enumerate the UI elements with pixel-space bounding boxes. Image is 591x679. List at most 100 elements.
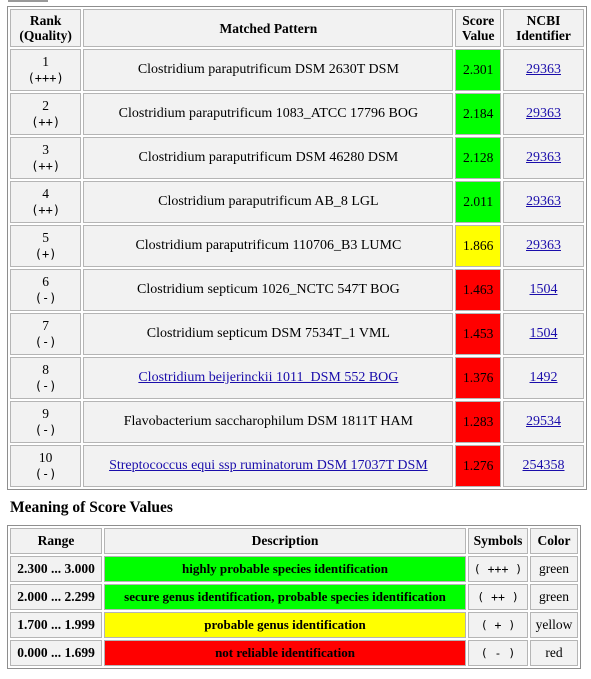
legend-color: red (530, 640, 578, 666)
ncbi-cell: 29534 (503, 401, 584, 443)
pattern-text: Clostridium paraputrificum 110706_B3 LUM… (135, 238, 402, 253)
ncbi-cell: 29363 (503, 93, 584, 135)
ncbi-cell: 29363 (503, 137, 584, 179)
legend-range-header: Range (10, 528, 102, 554)
rank-quality: (++) (31, 159, 61, 173)
pattern-cell: Clostridium paraputrificum DSM 2630T DSM (83, 49, 454, 91)
score-cell: 1.463 (455, 269, 501, 311)
rank-cell: 10 (-) (10, 445, 82, 487)
rank-header: Rank (Quality) (10, 9, 82, 47)
ncbi-cell: 1492 (503, 357, 584, 399)
pattern-text: Clostridium septicum DSM 7534T_1 VML (146, 326, 390, 341)
pattern-cell: Clostridium septicum DSM 7534T_1 VML (83, 313, 454, 355)
rank-quality: (-) (34, 291, 57, 305)
result-row: 1 (+++) Clostridium paraputrificum DSM 263… (10, 49, 584, 91)
legend-range: 2.300 ... 3.000 (10, 556, 102, 582)
pattern-text: Clostridium paraputrificum AB_8 LGL (158, 194, 379, 209)
score-cell: 1.866 (455, 225, 501, 267)
ncbi-cell: 29363 (503, 225, 584, 267)
pattern-cell: Clostridium paraputrificum 1083_ATCC 177… (83, 93, 454, 135)
score-cell: 1.283 (455, 401, 501, 443)
rank-quality: (+++) (27, 71, 64, 85)
rank-number: 2 (42, 98, 50, 113)
rank-cell: 6 (-) (10, 269, 82, 311)
rank-number: 4 (42, 186, 50, 201)
rank-number: 6 (42, 274, 50, 289)
rank-cell: 2 (++) (10, 93, 82, 135)
legend-color: yellow (530, 612, 578, 638)
ncbi-link[interactable]: 1504 (529, 282, 558, 297)
ncbi-header: NCBI Identifier (503, 9, 584, 47)
ncbi-link[interactable]: 29534 (526, 414, 561, 429)
rank-quality: (-) (34, 379, 57, 393)
rank-quality: (-) (34, 467, 57, 481)
result-row: 8 (-) Clostridium beijerinckii 1011_DSM 55… (10, 357, 584, 399)
rank-number: 8 (42, 362, 50, 377)
rank-header-line2: (Quality) (19, 28, 72, 43)
pattern-cell: Clostridium septicum 1026_NCTC 547T BOG (83, 269, 454, 311)
pattern-text: Clostridium septicum 1026_NCTC 547T BOG (137, 282, 400, 297)
legend-description: probable genus identification (104, 612, 466, 638)
results-table: Rank (Quality) Matched Pattern Score Val… (7, 6, 587, 490)
ncbi-link[interactable]: 29363 (526, 238, 561, 253)
pattern-text: Flavobacterium saccharophilum DSM 1811T … (123, 414, 414, 429)
pattern-text: Clostridium paraputrificum DSM 46280 DSM (138, 150, 399, 165)
legend-range: 1.700 ... 1.999 (10, 612, 102, 638)
ncbi-link[interactable]: 29363 (526, 194, 561, 209)
rank-number: 9 (42, 406, 50, 421)
pattern-cell: Streptococcus equi ssp ruminatorum DSM 1… (83, 445, 454, 487)
score-header-line2: Value (461, 28, 495, 43)
ncbi-cell: 1504 (503, 269, 584, 311)
rank-cell: 9 (-) (10, 401, 82, 443)
pattern-link[interactable]: Clostridium beijerinckii 1011_DSM 552 BO… (138, 370, 399, 385)
legend-symbols-header: Symbols (468, 528, 528, 554)
ncbi-link[interactable]: 1504 (529, 326, 558, 341)
pattern-cell: Clostridium paraputrificum 110706_B3 LUM… (83, 225, 454, 267)
rank-quality: (-) (34, 423, 57, 437)
score-cell: 1.376 (455, 357, 501, 399)
ncbi-cell: 1504 (503, 313, 584, 355)
ncbi-link[interactable]: 29363 (526, 150, 561, 165)
rank-quality: (++) (31, 115, 61, 129)
legend-color: green (530, 556, 578, 582)
ncbi-link[interactable]: 1492 (529, 370, 558, 385)
pattern-cell: Clostridium paraputrificum AB_8 LGL (83, 181, 454, 223)
pattern-text: Clostridium paraputrificum 1083_ATCC 177… (118, 106, 419, 121)
legend-description: secure genus identification, probable sp… (104, 584, 466, 610)
pattern-text: Clostridium paraputrificum DSM 2630T DSM (137, 62, 399, 77)
ncbi-cell: 29363 (503, 181, 584, 223)
pattern-header: Matched Pattern (83, 9, 454, 47)
ncbi-link[interactable]: 29363 (526, 62, 561, 77)
ncbi-cell: 29363 (503, 49, 584, 91)
legend-color: green (530, 584, 578, 610)
result-row: 10 (-) Streptococcus equi ssp ruminatorum … (10, 445, 584, 487)
pattern-cell: Clostridium beijerinckii 1011_DSM 552 BO… (83, 357, 454, 399)
result-row: 9 (-) Flavobacterium saccharophilum DSM 18… (10, 401, 584, 443)
legend-row: 0.000 ... 1.699 not reliable identificati… (10, 640, 578, 666)
rank-cell: 7 (-) (10, 313, 82, 355)
legend-color-header: Color (530, 528, 578, 554)
ncbi-link[interactable]: 29363 (526, 106, 561, 121)
rank-number: 7 (42, 318, 50, 333)
rank-cell: 8 (-) (10, 357, 82, 399)
ncbi-link[interactable]: 254358 (522, 458, 565, 473)
score-header-line1: Score (462, 13, 495, 28)
legend-title: Meaning of Score Values (10, 499, 173, 516)
legend-row: 1.700 ... 1.999 probable genus identifica… (10, 612, 578, 638)
rank-number: 5 (42, 230, 50, 245)
pattern-cell: Clostridium paraputrificum DSM 46280 DSM (83, 137, 454, 179)
ncbi-header-line2: Identifier (516, 28, 571, 43)
rank-quality: (++) (31, 203, 61, 217)
pattern-link[interactable]: Streptococcus equi ssp ruminatorum DSM 1… (109, 458, 428, 473)
score-cell: 1.453 (455, 313, 501, 355)
pattern-cell: Flavobacterium saccharophilum DSM 1811T … (83, 401, 454, 443)
legend-body: 2.300 ... 3.000 highly probable species i… (10, 556, 578, 666)
score-cell: 2.301 (455, 49, 501, 91)
legend-description: highly probable species identification (104, 556, 466, 582)
result-row: 4 (++) Clostridium paraputrificum AB_8 LGL… (10, 181, 584, 223)
legend-row: 2.000 ... 2.299 secure genus identificati… (10, 584, 578, 610)
legend-symbols: ( + ) (468, 612, 528, 638)
rank-number: 3 (42, 142, 50, 157)
result-row: 7 (-) Clostridium septicum DSM 7534T_1 VML… (10, 313, 584, 355)
rank-number: 1 (42, 54, 50, 69)
